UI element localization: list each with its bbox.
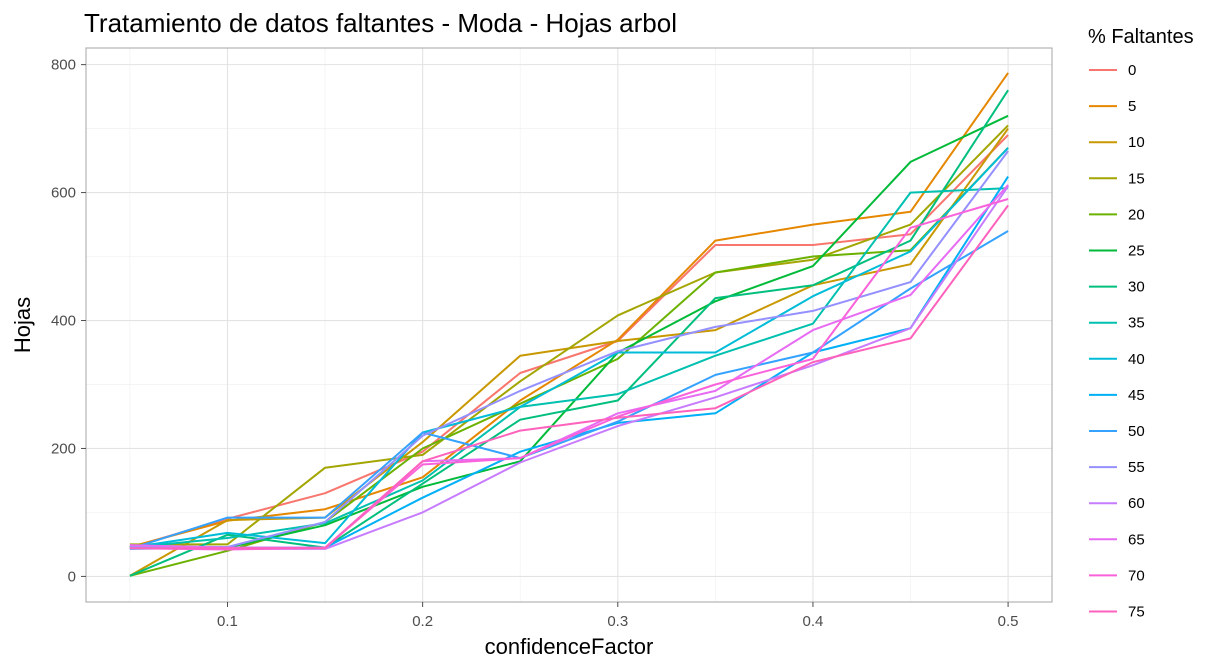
legend-label-30: 30 (1128, 279, 1145, 296)
legend-item-25: 25 (1089, 243, 1145, 260)
legend-item-40: 40 (1089, 351, 1145, 368)
y-tick-label: 400 (51, 313, 76, 330)
legend-item-15: 15 (1089, 170, 1145, 187)
legend-item-75: 75 (1089, 604, 1145, 621)
legend: % Faltantes 0 5 10 15 20 25 30 35 40 45 50 55 60 65 70… (1088, 26, 1194, 621)
plot-panel-border (85, 47, 1053, 603)
series-line-50 (129, 230, 1009, 550)
series-line-35 (129, 187, 1009, 549)
series-line-30 (129, 89, 1009, 577)
legend-label-20: 20 (1128, 206, 1145, 223)
legend-label-45: 45 (1128, 387, 1145, 404)
legend-item-60: 60 (1089, 495, 1145, 512)
y-axis-title: Hojas (10, 297, 35, 353)
legend-label-65: 65 (1128, 531, 1145, 548)
series-lines (129, 72, 1009, 577)
major-gridlines (86, 48, 1052, 602)
legend-label-25: 25 (1128, 243, 1145, 260)
series-line-75 (129, 204, 1009, 550)
legend-label-55: 55 (1128, 459, 1145, 476)
legend-title: % Faltantes (1088, 26, 1194, 48)
series-line-25 (129, 114, 1009, 549)
legend-item-55: 55 (1089, 459, 1145, 476)
legend-label-15: 15 (1128, 170, 1145, 187)
y-tick-label: 0 (68, 568, 76, 585)
y-tick-label: 600 (51, 185, 76, 202)
legend-label-35: 35 (1128, 315, 1145, 332)
chart-title: Tratamiento de datos faltantes - Moda - … (84, 8, 677, 38)
y-tick-label: 800 (51, 57, 76, 74)
x-tick-label: 0.2 (412, 613, 433, 630)
y-tick-label: 200 (51, 440, 76, 457)
series-line-40 (129, 147, 1009, 549)
legend-label-60: 60 (1128, 495, 1145, 512)
legend-item-35: 35 (1089, 315, 1145, 332)
x-tick-label: 0.1 (217, 613, 238, 630)
legend-item-20: 20 (1089, 206, 1145, 223)
legend-items: 0 5 10 15 20 25 30 35 40 45 50 55 60 65 70 75 (1089, 62, 1145, 621)
legend-item-10: 10 (1089, 134, 1145, 151)
y-axis-ticks: 0 200 400 600 800 (51, 57, 86, 585)
x-tick-label: 0.4 (803, 613, 824, 630)
legend-item-70: 70 (1089, 567, 1145, 584)
legend-item-45: 45 (1089, 387, 1145, 404)
legend-label-10: 10 (1128, 134, 1145, 151)
legend-label-5: 5 (1128, 98, 1136, 115)
x-tick-label: 0.3 (607, 613, 628, 630)
legend-label-0: 0 (1128, 62, 1136, 79)
legend-item-50: 50 (1089, 423, 1145, 440)
x-axis-title: confidenceFactor (485, 634, 654, 659)
legend-label-50: 50 (1128, 423, 1145, 440)
legend-label-70: 70 (1128, 567, 1145, 584)
legend-label-40: 40 (1128, 351, 1145, 368)
x-tick-label: 0.5 (998, 613, 1019, 630)
legend-item-30: 30 (1089, 279, 1145, 296)
legend-item-65: 65 (1089, 531, 1145, 548)
legend-item-0: 0 (1089, 62, 1136, 79)
series-line-15 (129, 124, 1009, 546)
minor-gridlines (86, 48, 1052, 602)
x-axis-ticks: 0.1 0.2 0.3 0.4 0.5 (217, 602, 1019, 630)
legend-item-5: 5 (1089, 98, 1136, 115)
series-line-55 (129, 150, 1009, 548)
legend-label-75: 75 (1128, 604, 1145, 621)
